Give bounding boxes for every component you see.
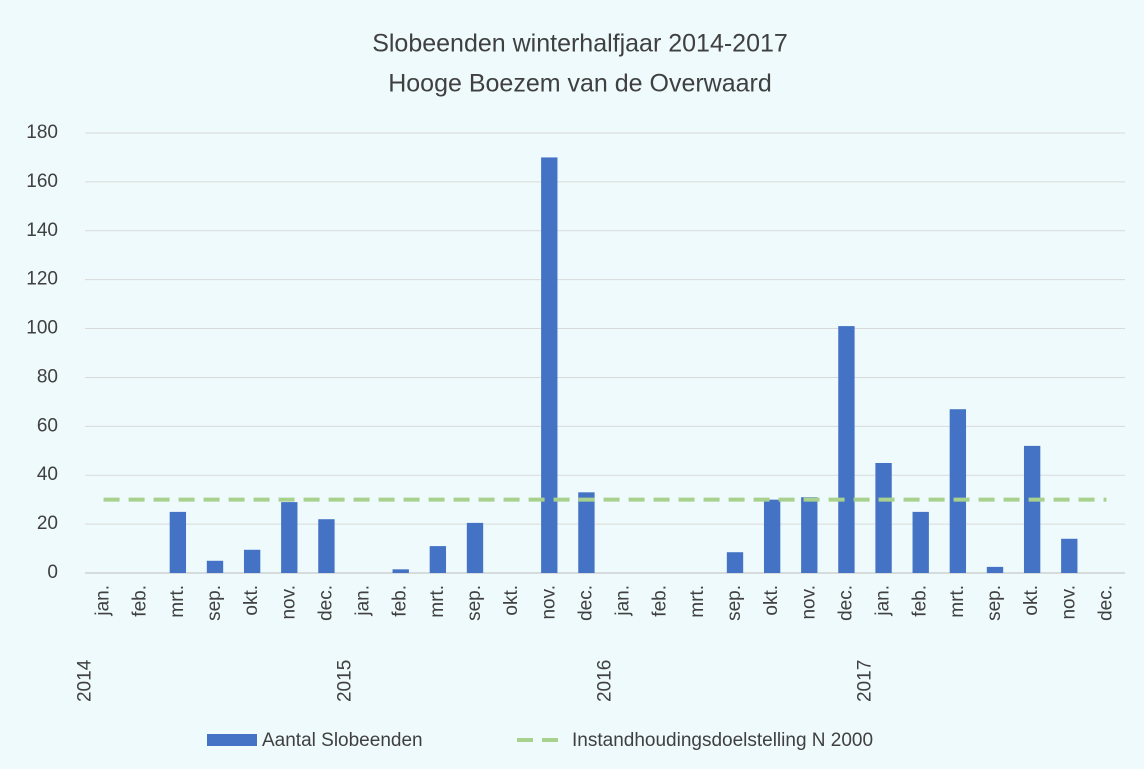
- bar: [541, 157, 558, 573]
- year-label: 2016: [595, 660, 616, 702]
- y-tick-label: 140: [26, 220, 58, 241]
- chart-subtitle: Hooge Boezem van de Overwaard: [388, 70, 772, 98]
- x-tick-label: jan.: [613, 585, 634, 617]
- x-tick-label: jan.: [93, 585, 114, 617]
- year-label: 2017: [855, 660, 876, 702]
- year-label: 2014: [75, 659, 96, 702]
- x-tick-label: okt.: [501, 585, 522, 616]
- x-tick-label: sep.: [204, 585, 225, 621]
- x-tick-label: dec.: [835, 585, 856, 621]
- x-tick-label: nov.: [538, 585, 559, 620]
- x-tick-label: jan.: [353, 585, 374, 617]
- y-tick-label: 0: [47, 562, 58, 583]
- bar: [578, 492, 595, 573]
- y-tick-label: 100: [26, 318, 58, 339]
- bar: [243, 549, 261, 573]
- x-tick-label: okt.: [761, 585, 782, 616]
- bar: [206, 560, 224, 573]
- bar: [801, 497, 818, 573]
- x-tick-label: feb.: [650, 585, 671, 617]
- bar: [949, 409, 967, 573]
- y-tick-label: 60: [37, 415, 58, 436]
- y-tick-label: 80: [37, 366, 58, 387]
- x-tick-label: dec.: [575, 585, 596, 621]
- bar: [392, 569, 409, 573]
- x-tick-label: nov.: [798, 585, 819, 620]
- x-tick-label: mrt.: [167, 585, 188, 618]
- x-tick-label: nov.: [278, 585, 299, 620]
- bar: [429, 546, 447, 573]
- x-tick-label: okt.: [241, 585, 262, 616]
- x-tick-label: sep.: [984, 585, 1005, 621]
- legend-label: Instandhoudingsdoelstelling N 2000: [572, 730, 873, 751]
- y-tick-label: 40: [37, 464, 58, 485]
- y-tick-label: 120: [26, 269, 58, 290]
- year-label: 2015: [335, 660, 356, 702]
- x-tick-label: okt.: [1021, 585, 1042, 616]
- x-tick-label: mrt.: [687, 585, 708, 618]
- bar: [169, 511, 187, 573]
- x-tick-label: sep.: [464, 585, 485, 621]
- bar: [281, 502, 298, 573]
- legend-label: Aantal Slobeenden: [262, 730, 423, 751]
- bar: [838, 326, 855, 573]
- bar: [986, 566, 1004, 573]
- bar: [875, 463, 892, 573]
- x-tick-label: feb.: [130, 585, 151, 617]
- y-tick-label: 160: [26, 171, 58, 192]
- y-tick-label: 20: [37, 513, 58, 534]
- bar: [466, 522, 484, 573]
- y-tick-label: 180: [26, 122, 58, 143]
- x-tick-label: nov.: [1058, 585, 1079, 620]
- x-tick-label: feb.: [390, 585, 411, 617]
- x-tick-label: mrt.: [427, 585, 448, 618]
- bar: [1023, 445, 1041, 573]
- x-tick-label: dec.: [1095, 585, 1116, 621]
- bar: [318, 519, 335, 573]
- legend-swatch: [207, 734, 257, 746]
- chart-title: Slobeenden winterhalfjaar 2014-2017: [372, 30, 788, 58]
- bar: [726, 552, 744, 573]
- x-tick-label: dec.: [315, 585, 336, 621]
- x-tick-label: sep.: [724, 585, 745, 621]
- x-tick-label: feb.: [910, 585, 931, 617]
- bar: [912, 511, 929, 573]
- bar: [763, 499, 781, 573]
- x-tick-label: jan.: [873, 585, 894, 617]
- bar: [1061, 538, 1078, 573]
- x-tick-label: mrt.: [947, 585, 968, 618]
